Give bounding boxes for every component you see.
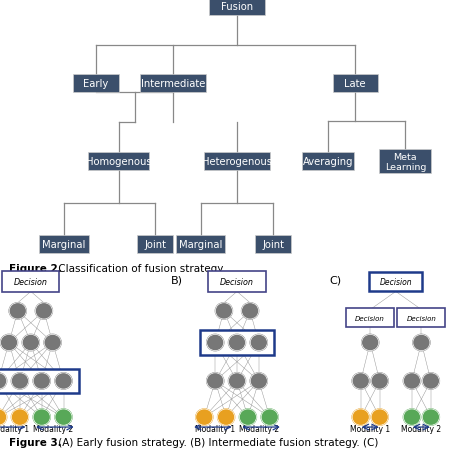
Text: Modality 1: Modality 1 [195,424,235,433]
FancyBboxPatch shape [379,150,431,174]
Text: Fusion: Fusion [221,2,253,12]
Text: Classification of fusion strategy.: Classification of fusion strategy. [55,264,225,274]
Circle shape [33,409,50,425]
FancyBboxPatch shape [140,75,206,93]
Circle shape [403,409,420,425]
Circle shape [352,409,369,425]
FancyBboxPatch shape [73,75,118,93]
Circle shape [0,335,18,351]
Text: Marginal: Marginal [179,239,222,249]
Circle shape [228,373,246,389]
Text: Joint: Joint [263,239,284,249]
Circle shape [422,373,439,389]
FancyBboxPatch shape [209,0,265,16]
Circle shape [250,335,267,351]
Text: A): A) [12,275,24,285]
Circle shape [44,335,61,351]
FancyBboxPatch shape [176,235,226,253]
Text: Modality 2: Modality 2 [33,424,73,433]
FancyBboxPatch shape [204,153,270,171]
Circle shape [0,373,7,389]
Text: (A) Early fusion strategy. (B) Intermediate fusion strategy. (C): (A) Early fusion strategy. (B) Intermedi… [55,437,378,447]
FancyBboxPatch shape [2,272,60,292]
Circle shape [207,373,224,389]
Text: C): C) [329,275,342,285]
Bar [0,369,79,393]
Circle shape [9,303,26,319]
Circle shape [11,409,28,425]
Circle shape [33,373,50,389]
Text: Decision: Decision [220,277,254,286]
FancyBboxPatch shape [255,235,292,253]
Circle shape [371,373,388,389]
Circle shape [362,335,379,351]
Text: Decision: Decision [355,315,385,321]
Text: Early: Early [83,79,109,89]
Text: Homogenous: Homogenous [86,157,152,167]
Text: Decision: Decision [14,277,48,286]
Circle shape [22,335,39,351]
FancyBboxPatch shape [302,153,354,171]
Text: Modality 1: Modality 1 [350,424,390,433]
Circle shape [215,303,232,319]
Text: Figure 2.: Figure 2. [9,264,62,274]
Text: Figure 3.: Figure 3. [9,437,62,447]
Text: Heterogenous: Heterogenous [202,157,272,167]
Circle shape [196,409,213,425]
Circle shape [228,335,246,351]
FancyBboxPatch shape [370,272,422,292]
Text: Decision: Decision [380,277,412,286]
Circle shape [371,409,388,425]
Circle shape [11,373,28,389]
Circle shape [55,409,72,425]
FancyBboxPatch shape [397,308,445,327]
Circle shape [352,373,369,389]
Text: Late: Late [345,79,366,89]
FancyBboxPatch shape [88,153,149,171]
Circle shape [55,373,72,389]
Text: Modality 1: Modality 1 [0,424,29,433]
Circle shape [413,335,430,351]
Text: Marginal: Marginal [42,239,86,249]
Text: Modality 2: Modality 2 [239,424,279,433]
Circle shape [239,409,256,425]
FancyBboxPatch shape [209,272,265,292]
FancyBboxPatch shape [137,235,173,253]
Circle shape [218,409,235,425]
Bar [200,331,274,355]
Circle shape [36,303,53,319]
Text: Joint: Joint [144,239,166,249]
Text: Modality 2: Modality 2 [401,424,441,433]
Circle shape [261,409,278,425]
Circle shape [403,373,420,389]
FancyBboxPatch shape [39,235,89,253]
Text: Meta
Learning: Meta Learning [385,152,426,171]
Text: B): B) [171,275,182,285]
Text: Decision: Decision [406,315,437,321]
Text: Intermediate: Intermediate [141,79,206,89]
Circle shape [250,373,267,389]
FancyBboxPatch shape [346,308,394,327]
Circle shape [422,409,439,425]
Text: Averaging: Averaging [303,157,353,167]
Circle shape [242,303,259,319]
FancyBboxPatch shape [333,75,378,93]
Circle shape [207,335,224,351]
Circle shape [0,409,7,425]
